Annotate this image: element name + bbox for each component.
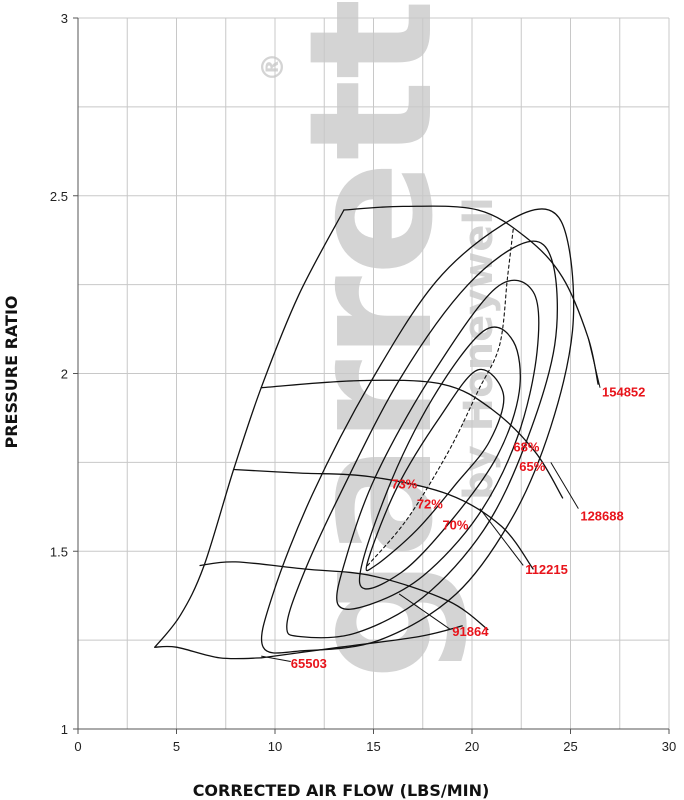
axes: 0 5 10 15 20 25 30 1 1.5 2 2.5 3 xyxy=(50,11,676,754)
label-leader-line xyxy=(587,337,601,388)
watermark-brand: garrett xyxy=(273,0,471,680)
efficiency-label-65-pct: 65% xyxy=(519,459,545,474)
x-axis-title: CORRECTED AIR FLOW (LBS/MIN) xyxy=(193,781,490,800)
label-leader-line xyxy=(261,655,291,662)
watermark-registered-mark: ® xyxy=(256,52,291,82)
label-leader-line xyxy=(398,593,451,630)
speed-line-112215 xyxy=(232,468,534,570)
efficiency-island-70-pct xyxy=(336,279,540,610)
label-leader-line xyxy=(550,462,579,509)
y-tick-label: 1 xyxy=(61,722,68,737)
y-tick-label: 2.5 xyxy=(50,189,68,204)
efficiency-label-72-pct: 72% xyxy=(417,496,443,511)
speed-line-91864 xyxy=(199,561,489,631)
x-tick-label: 15 xyxy=(366,739,380,754)
speed-line-128688 xyxy=(260,379,564,499)
speed-label-154852: 154852 xyxy=(602,384,645,399)
watermark-tagline: by Honeywell xyxy=(456,197,502,500)
x-tick-label: 25 xyxy=(563,739,577,754)
x-tick-label: 10 xyxy=(268,739,282,754)
label-leader-line xyxy=(479,508,524,566)
efficiency-island-68-pct xyxy=(286,240,558,639)
y-tick-label: 1.5 xyxy=(50,544,68,559)
x-tick-label: 30 xyxy=(662,739,676,754)
y-axis-title: PRESSURE RATIO xyxy=(2,295,21,448)
efficiency-label-73-pct: 73% xyxy=(391,477,417,492)
speed-label-65503: 65503 xyxy=(291,656,327,671)
speed-label-128688: 128688 xyxy=(580,509,623,524)
efficiency-island-65-pct xyxy=(260,208,575,654)
x-tick-label: 5 xyxy=(173,739,180,754)
speed-label-91864: 91864 xyxy=(452,624,489,639)
map-lines xyxy=(154,205,601,662)
efficiency-island-72-pct xyxy=(358,326,521,590)
efficiency-island-73-pct xyxy=(365,368,505,572)
efficiency-label-70-pct: 70% xyxy=(442,518,468,533)
choke-line xyxy=(154,645,262,660)
data-labels: 65503 91864 112215 128688 154852 73%72% 70% 68%… xyxy=(291,384,646,671)
peak-efficiency-line xyxy=(367,227,514,567)
speed-line-65503 xyxy=(260,625,463,659)
speed-line-154852 xyxy=(343,205,599,385)
x-tick-label: 20 xyxy=(465,739,479,754)
efficiency-label-68-pct: 68% xyxy=(513,439,539,454)
surge-line xyxy=(154,209,345,648)
grid xyxy=(77,17,670,730)
speed-label-112215: 112215 xyxy=(525,562,568,577)
y-tick-label: 3 xyxy=(61,11,68,26)
y-tick-label: 2 xyxy=(61,367,68,382)
x-tick-label: 0 xyxy=(74,739,81,754)
